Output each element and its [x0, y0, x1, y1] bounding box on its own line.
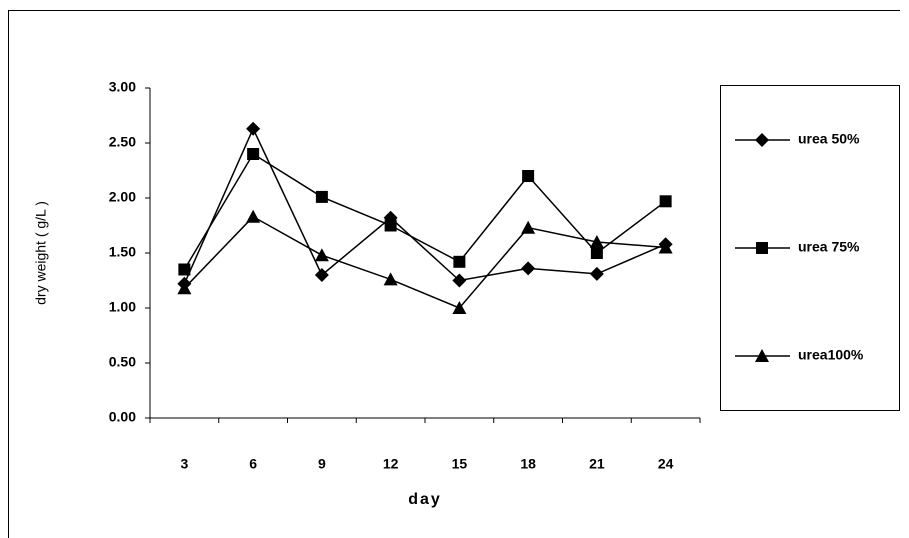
x-tick-label: 9 — [318, 456, 326, 472]
data-point — [246, 122, 260, 136]
data-point — [384, 272, 398, 285]
y-tick-label: 1.00 — [109, 299, 136, 315]
y-tick-label: 1.50 — [109, 244, 136, 260]
data-point — [453, 256, 465, 268]
x-tick-label: 12 — [383, 456, 399, 472]
legend-label: urea 50% — [798, 131, 860, 147]
chart: day dry weight ( g/L ) 0.00 0.50 1.00 1.50 2… — [0, 0, 909, 538]
data-point — [522, 170, 534, 182]
y-tick-label: 3.00 — [109, 79, 136, 95]
y-tick-label: 2.50 — [109, 134, 136, 150]
data-point — [521, 261, 535, 275]
x-tick-label: 24 — [658, 456, 674, 472]
data-point — [385, 220, 397, 232]
y-tick-label: 0.50 — [109, 354, 136, 370]
x-tick-label: 6 — [249, 456, 257, 472]
y-tick-label: 2.00 — [109, 189, 136, 205]
data-point — [246, 210, 260, 223]
data-point — [247, 148, 259, 160]
y-tick-label: 0.00 — [109, 409, 136, 425]
data-point — [590, 267, 604, 281]
data-point — [660, 195, 672, 207]
data-point — [315, 248, 329, 261]
data-point — [316, 191, 328, 203]
x-axis-title: day — [408, 491, 442, 508]
data-point — [178, 264, 190, 276]
legend-label: urea100% — [798, 347, 864, 363]
legend-label: urea 75% — [798, 239, 860, 255]
legend-marker — [756, 242, 768, 254]
data-point — [591, 247, 603, 259]
data-point — [521, 221, 535, 234]
x-tick-label: 21 — [589, 456, 605, 472]
legend-marker — [755, 133, 769, 147]
series-line — [184, 217, 665, 308]
y-axis-title: dry weight ( g/L ) — [33, 201, 49, 305]
x-tick-label: 15 — [452, 456, 468, 472]
x-tick-label: 3 — [180, 456, 188, 472]
x-tick-label: 18 — [520, 456, 536, 472]
